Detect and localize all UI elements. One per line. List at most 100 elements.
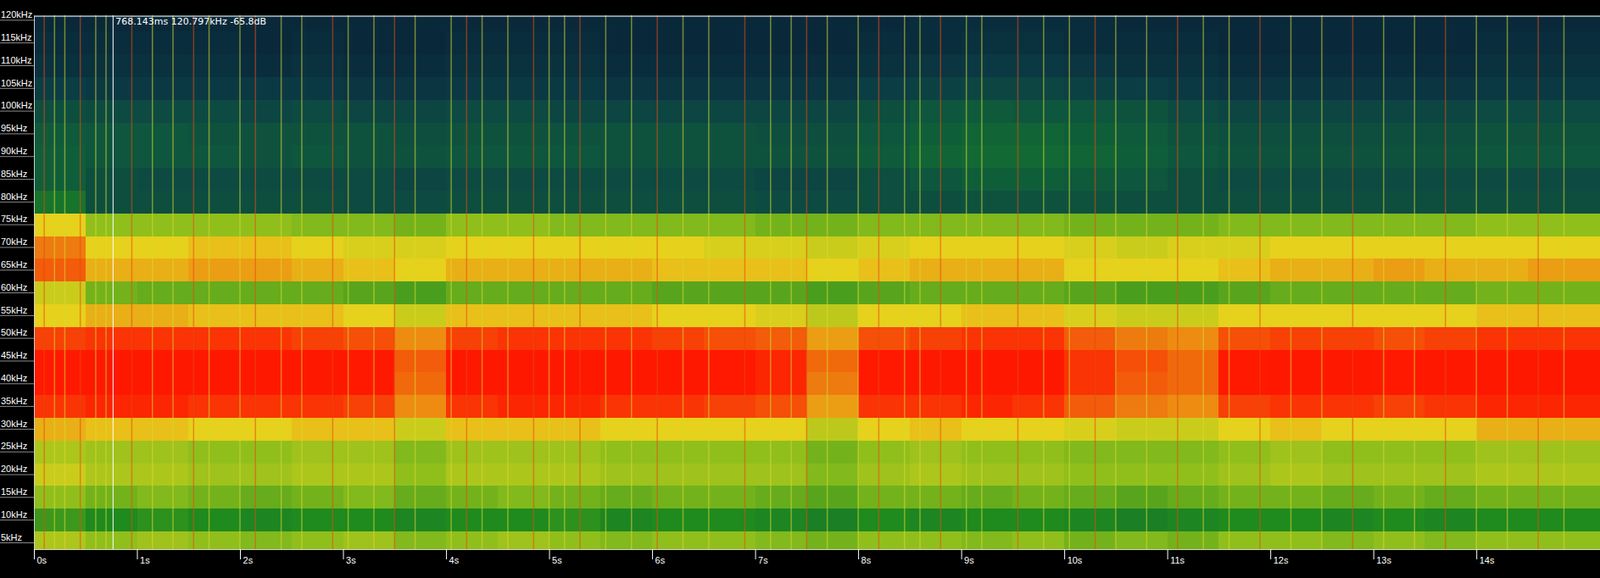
cell <box>858 281 910 305</box>
cell <box>188 144 240 168</box>
cell <box>394 212 446 236</box>
cell <box>1424 122 1477 145</box>
cell <box>445 235 498 259</box>
cell <box>85 54 138 78</box>
cell <box>239 395 292 419</box>
cell <box>1424 485 1477 509</box>
cell <box>755 281 808 305</box>
cell <box>1115 144 1168 168</box>
cell <box>239 54 292 78</box>
cell <box>33 508 86 532</box>
cell <box>137 508 190 532</box>
cell <box>497 76 550 100</box>
cell <box>549 395 602 419</box>
cell <box>85 372 138 396</box>
cell <box>652 258 704 282</box>
cell <box>961 281 1014 305</box>
cell <box>755 258 808 282</box>
cell <box>394 281 446 305</box>
cell <box>703 212 756 236</box>
x-tick-mark <box>1064 549 1065 560</box>
cell <box>600 485 653 509</box>
cell <box>33 212 86 236</box>
click <box>450 15 452 550</box>
cell <box>497 235 550 259</box>
cell <box>652 167 704 191</box>
cell <box>549 281 602 305</box>
cell <box>1373 189 1426 213</box>
cell <box>188 303 240 327</box>
cell <box>445 508 498 532</box>
cell <box>1270 99 1322 123</box>
cell <box>137 372 190 396</box>
cell <box>1218 122 1271 145</box>
y-tick-mark <box>0 383 34 385</box>
cell <box>343 303 396 327</box>
cell <box>291 144 344 168</box>
cell <box>239 99 292 123</box>
cell <box>1167 395 1220 419</box>
cell <box>1115 508 1168 532</box>
cell <box>394 349 446 373</box>
cell <box>1012 144 1065 168</box>
cell <box>239 76 292 100</box>
cell <box>549 76 602 100</box>
cell <box>549 531 602 550</box>
cell <box>1115 462 1168 486</box>
cell <box>394 303 446 327</box>
cell <box>394 76 446 100</box>
cell <box>1218 189 1271 213</box>
cell <box>343 15 396 32</box>
plot-area <box>33 15 1600 550</box>
cell <box>1476 258 1528 282</box>
cell <box>652 349 704 373</box>
y-tick: 5kHz <box>0 532 34 544</box>
cell <box>1424 235 1477 259</box>
cell <box>806 99 859 123</box>
cell <box>652 281 704 305</box>
cell <box>1218 372 1271 396</box>
cell <box>445 440 498 463</box>
cell <box>188 189 240 213</box>
cell <box>1218 349 1271 373</box>
cell <box>806 189 859 213</box>
click <box>347 15 350 550</box>
cell <box>806 54 859 78</box>
cell <box>1321 303 1374 327</box>
cell <box>343 189 396 213</box>
cell <box>1218 54 1271 78</box>
x-tick-mark <box>445 549 447 560</box>
cell <box>85 212 138 236</box>
cell <box>961 15 1014 32</box>
x-tick-mark <box>239 549 241 560</box>
cell <box>33 418 86 441</box>
x-tick-label: 6s <box>655 555 666 566</box>
cell <box>188 508 240 532</box>
cell <box>652 395 704 419</box>
cell <box>33 189 86 213</box>
cell <box>497 485 550 509</box>
cell <box>343 54 396 78</box>
cell <box>137 99 190 123</box>
cell <box>652 508 704 532</box>
y-tick: 50kHz <box>0 327 34 339</box>
cell <box>600 372 653 396</box>
cell <box>1270 418 1322 441</box>
cell <box>291 54 344 78</box>
clicks <box>44 15 1564 550</box>
cell <box>1167 303 1220 327</box>
cell <box>600 531 653 550</box>
cell <box>806 167 859 191</box>
cell <box>858 54 910 78</box>
cell <box>1476 144 1528 168</box>
cell <box>600 349 653 373</box>
cell <box>188 440 240 463</box>
cell <box>1321 281 1374 305</box>
y-tick-label: 50kHz <box>0 327 28 338</box>
cell <box>1373 258 1426 282</box>
cell <box>652 418 704 441</box>
cell <box>755 212 808 236</box>
cell <box>549 326 602 350</box>
cell <box>600 189 653 213</box>
cell <box>549 15 602 32</box>
